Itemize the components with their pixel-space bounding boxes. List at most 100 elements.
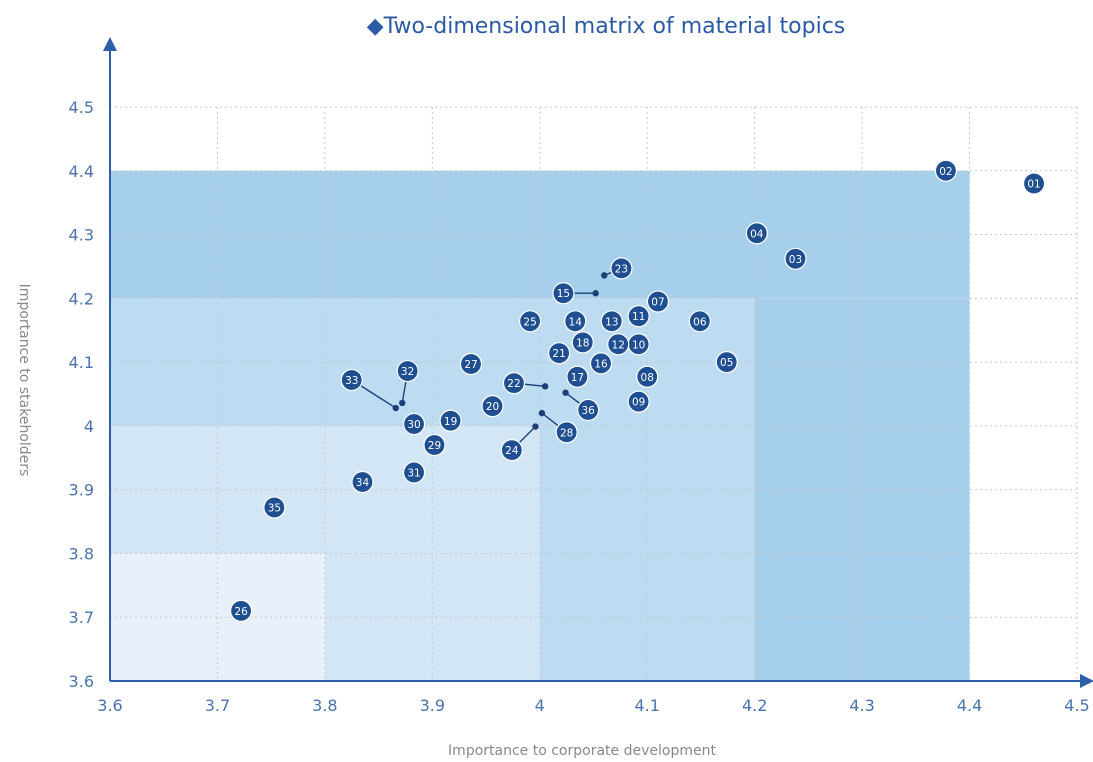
topic-marker-circle [934, 159, 958, 182]
topic-marker-15: 15 [552, 282, 575, 305]
topic-marker-24: 24 [500, 439, 523, 462]
topic-marker-label: 21 [552, 348, 565, 360]
x-tick-label: 4 [535, 696, 545, 715]
topic-marker-label: 32 [401, 366, 414, 378]
topic-marker-20: 20 [481, 395, 504, 418]
topic-marker-label: 07 [651, 297, 664, 309]
topic-marker-18: 18 [571, 331, 594, 354]
topic-marker-36: 36 [577, 398, 600, 422]
topic-marker-circle [500, 439, 523, 462]
topic-marker-circle [715, 351, 738, 374]
topic-marker-32: 32 [396, 359, 419, 383]
x-tick-label: 3.7 [205, 696, 230, 715]
topic-marker-label: 04 [750, 228, 764, 240]
topic-marker-label: 14 [569, 316, 583, 328]
topic-marker-label: 36 [581, 405, 595, 417]
topic-marker-circle [627, 390, 650, 413]
y-tick-label: 3.7 [69, 608, 94, 627]
topic-marker-circle [745, 222, 768, 245]
topic-marker-circle [571, 331, 594, 354]
topic-marker-circle [519, 310, 542, 333]
topic-marker-label: 31 [407, 467, 420, 479]
topic-marker-21: 21 [548, 342, 571, 365]
leader-anchor-dot [601, 272, 608, 279]
x-tick-label: 3.6 [97, 696, 122, 715]
y-tick-label: 3.8 [69, 544, 94, 563]
topic-marker-label: 19 [444, 416, 457, 428]
topic-marker-circle [423, 433, 446, 457]
topic-marker-01: 01 [1022, 172, 1046, 195]
topic-marker-06: 06 [688, 310, 711, 333]
leader-anchor-dot [538, 409, 546, 417]
topic-marker-circle [688, 310, 711, 333]
topic-marker-04: 04 [745, 222, 768, 245]
topic-marker-11: 11 [627, 305, 650, 328]
topic-marker-label: 18 [576, 337, 589, 349]
topic-marker-label: 29 [428, 440, 441, 452]
topic-marker-10: 10 [627, 333, 650, 356]
y-tick-label: 4 [84, 417, 94, 436]
topic-marker-09: 09 [627, 390, 650, 413]
topic-marker-circle [627, 305, 650, 328]
topic-marker-label: 22 [507, 378, 520, 390]
topic-marker-02: 02 [934, 159, 958, 182]
leader-anchor-dot [541, 383, 549, 390]
topic-marker-label: 27 [464, 359, 477, 371]
y-tick-label: 3.9 [69, 481, 94, 500]
leader-anchor-dot [532, 423, 539, 430]
topic-marker-label: 16 [594, 358, 608, 370]
y-tick-label: 4.3 [69, 226, 94, 245]
topic-marker-circle [610, 257, 633, 280]
topic-marker-circle [229, 599, 253, 622]
topic-marker-26: 26 [229, 599, 253, 622]
topic-marker-circle [564, 310, 587, 333]
x-tick-label: 4.2 [742, 696, 767, 715]
topic-marker-circle [577, 398, 600, 422]
topic-marker-34: 34 [351, 470, 374, 494]
topic-marker-circle [548, 342, 571, 365]
topic-marker-label: 02 [939, 166, 952, 178]
topic-marker-circle [340, 368, 363, 392]
topic-marker-label: 35 [268, 503, 281, 515]
topic-marker-label: 24 [505, 445, 519, 457]
topic-marker-label: 10 [632, 339, 645, 351]
topic-marker-circle [784, 247, 807, 270]
topic-marker-35: 35 [263, 496, 286, 519]
topic-marker-label: 20 [486, 401, 499, 413]
topic-marker-31: 31 [402, 461, 426, 484]
topic-marker-circle [589, 352, 613, 375]
leader-anchor-dot [562, 389, 569, 396]
topic-marker-14: 14 [564, 310, 587, 333]
topic-marker-07: 07 [646, 290, 670, 313]
topic-marker-22: 22 [502, 372, 526, 395]
topic-marker-circle [646, 290, 670, 313]
topic-marker-label: 33 [345, 375, 358, 387]
topic-marker-circle [502, 372, 526, 395]
topic-marker-label: 17 [571, 372, 584, 384]
topic-marker-label: 34 [356, 477, 370, 489]
leader-anchor-dot [592, 290, 599, 297]
topic-marker-label: 06 [693, 316, 707, 328]
topic-marker-circle [439, 409, 462, 432]
y-axis-title: Importance to stakeholders [16, 284, 32, 477]
topic-marker-label: 11 [632, 311, 645, 323]
axes [103, 37, 1093, 688]
topic-marker-12: 12 [607, 333, 630, 356]
leader-anchor-dot [399, 399, 406, 407]
topic-marker-circle [351, 470, 374, 494]
topic-marker-circle [600, 310, 623, 333]
topic-marker-17: 17 [566, 365, 589, 388]
topic-marker-label: 23 [615, 263, 628, 275]
x-tick-label: 4.5 [1064, 696, 1089, 715]
topic-markers: 01 02 03 04 05 06 07 08 09 10 11 12 13 14 15 16 17 18 19 20… [229, 159, 1046, 622]
topic-marker-16: 16 [589, 352, 613, 375]
tick-labels: 3.6 3.7 3.8 3.9 4 4.1 4.2 4.3 4.4 4.5 3.6 3.7 3.8 3.9… [69, 98, 1090, 715]
topic-marker-circle [636, 365, 659, 388]
leader-anchor-dot [392, 404, 400, 412]
topic-marker-label: 03 [789, 254, 802, 266]
topic-marker-circle [402, 461, 426, 484]
x-tick-label: 3.9 [420, 696, 445, 715]
topic-marker-08: 08 [636, 365, 659, 388]
topic-marker-label: 15 [557, 288, 570, 300]
